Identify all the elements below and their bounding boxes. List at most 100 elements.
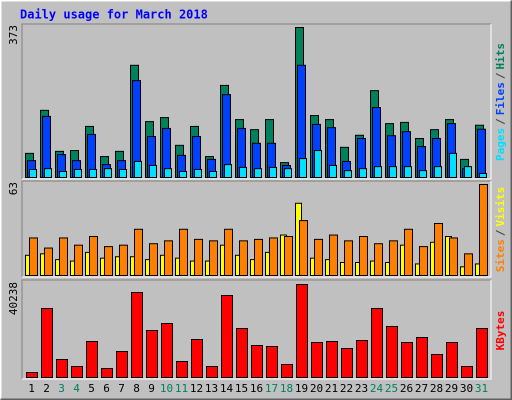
bar bbox=[386, 326, 398, 378]
x-tick-label: 22 bbox=[340, 382, 353, 395]
bar bbox=[71, 366, 83, 378]
bar bbox=[329, 234, 338, 276]
bar bbox=[296, 284, 308, 378]
bar bbox=[179, 170, 187, 179]
bar bbox=[359, 168, 367, 179]
legend-entry: Sites bbox=[494, 239, 507, 272]
bar bbox=[461, 366, 473, 378]
x-tick-label: 4 bbox=[73, 382, 80, 395]
x-tick-label: 30 bbox=[460, 382, 473, 395]
bar bbox=[149, 243, 158, 277]
bar bbox=[449, 152, 457, 178]
y-tick-label: 40238 bbox=[7, 282, 20, 315]
x-tick-label: 27 bbox=[415, 382, 428, 395]
bar bbox=[464, 253, 473, 276]
y-tick-label: 63 bbox=[7, 182, 20, 195]
bar bbox=[449, 237, 458, 276]
bar bbox=[86, 341, 98, 378]
x-tick-label: 26 bbox=[400, 382, 413, 395]
x-tick-label: 9 bbox=[148, 382, 155, 395]
panel-edge-dark bbox=[21, 180, 491, 277]
legend: Pages / Files / Hits bbox=[494, 43, 507, 161]
legend-entry: Visits bbox=[494, 187, 507, 227]
bar bbox=[401, 342, 413, 378]
bar bbox=[389, 240, 398, 276]
bar bbox=[26, 372, 38, 378]
bar bbox=[269, 237, 278, 276]
x-tick-label: 11 bbox=[175, 382, 188, 395]
bar bbox=[479, 172, 487, 178]
bar bbox=[224, 228, 233, 276]
bar bbox=[344, 170, 352, 179]
bar bbox=[404, 166, 412, 178]
bar bbox=[419, 170, 427, 179]
bar bbox=[251, 345, 263, 378]
bar bbox=[314, 150, 322, 179]
x-tick-label: 7 bbox=[118, 382, 125, 395]
panel-edge-light bbox=[22, 24, 492, 180]
bar bbox=[329, 164, 337, 178]
panel-edge-light bbox=[22, 181, 492, 278]
panel-edge-dark bbox=[21, 23, 491, 179]
bar bbox=[131, 291, 143, 379]
bar bbox=[29, 237, 38, 276]
bar bbox=[344, 240, 353, 276]
bar bbox=[44, 168, 52, 179]
bar bbox=[434, 223, 443, 276]
bar bbox=[404, 228, 413, 276]
bar bbox=[479, 184, 488, 276]
bar bbox=[464, 166, 472, 178]
bar bbox=[59, 170, 67, 179]
y-tick-label: 373 bbox=[7, 25, 20, 45]
bar bbox=[224, 164, 232, 178]
bar bbox=[89, 236, 98, 276]
x-tick-label: 8 bbox=[133, 382, 140, 395]
bar bbox=[149, 164, 157, 178]
bar bbox=[134, 228, 143, 276]
x-tick-label: 12 bbox=[190, 382, 203, 395]
bar bbox=[416, 337, 428, 378]
x-tick-label: 28 bbox=[430, 382, 443, 395]
bar bbox=[191, 339, 203, 378]
bar bbox=[341, 348, 353, 378]
x-tick-label: 19 bbox=[295, 382, 308, 395]
x-tick-label: 14 bbox=[220, 382, 234, 395]
bar bbox=[56, 359, 68, 378]
bar bbox=[104, 246, 113, 277]
bar bbox=[284, 236, 293, 276]
bar bbox=[389, 166, 397, 178]
bar bbox=[41, 307, 53, 378]
legend: KBytes bbox=[494, 311, 507, 351]
bar bbox=[299, 158, 307, 179]
x-tick-label: 25 bbox=[385, 382, 398, 395]
bar bbox=[164, 168, 172, 179]
x-tick-label: 29 bbox=[445, 382, 458, 395]
bar bbox=[59, 237, 68, 276]
x-tick-label: 10 bbox=[160, 382, 173, 395]
bar bbox=[29, 168, 37, 179]
bar bbox=[374, 166, 382, 178]
bar bbox=[446, 342, 458, 378]
bar bbox=[44, 247, 53, 277]
bar bbox=[299, 220, 308, 277]
bar bbox=[239, 240, 248, 276]
legend-entry: Pages bbox=[494, 128, 507, 161]
x-tick-label: 21 bbox=[325, 382, 338, 395]
bar bbox=[209, 240, 218, 276]
x-tick-label: 3 bbox=[58, 382, 65, 395]
bar bbox=[326, 341, 338, 378]
bar bbox=[119, 244, 128, 277]
x-tick-label: 5 bbox=[88, 382, 95, 395]
bar bbox=[206, 366, 218, 378]
x-tick-label: 1 bbox=[28, 382, 35, 395]
bar bbox=[269, 166, 277, 178]
bar bbox=[104, 168, 112, 179]
x-tick-label: 17 bbox=[265, 382, 278, 395]
x-tick-label: 2 bbox=[43, 382, 50, 395]
x-tick-label: 6 bbox=[103, 382, 110, 395]
legend-separator: / bbox=[494, 72, 507, 79]
bar bbox=[116, 351, 128, 378]
bar bbox=[236, 327, 248, 379]
